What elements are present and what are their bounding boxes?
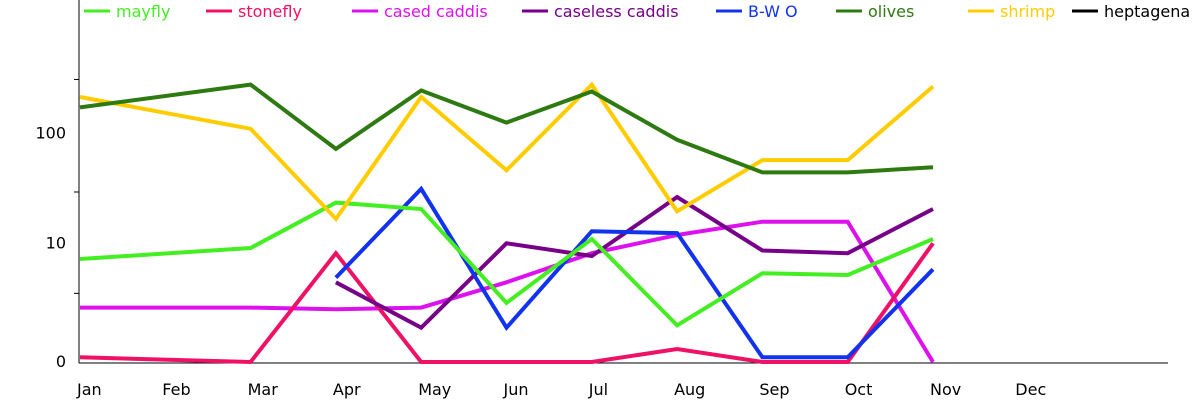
legend-label-stonefly: stonefly: [238, 2, 302, 21]
y-tick-label: 0: [56, 352, 66, 371]
x-tick-label: Aug: [674, 380, 705, 399]
x-ticks: Jan Feb Mar Apr May Jun Jul Aug Sep Oct Nov Dec: [76, 380, 1046, 399]
x-tick-label: Jul: [588, 380, 608, 399]
x-tick-label: Sep: [759, 380, 789, 399]
y-tick-label: 10: [46, 233, 66, 252]
x-tick-label: Jun: [503, 380, 529, 399]
series-line-stonefly: [79, 242, 935, 365]
x-tick-label: May: [418, 380, 451, 399]
series-line-caseless-caddis: [334, 194, 934, 331]
x-tick-label: Oct: [845, 380, 873, 399]
x-tick-label: Nov: [930, 380, 961, 399]
legend-label-mayfly: mayfly: [116, 2, 170, 21]
legend-label-shrimp: shrimp: [1000, 2, 1055, 21]
legend-label-b-w-o: B-W O: [748, 2, 798, 21]
legend-label-heptagena: heptagena: [1104, 2, 1190, 21]
legend-label-caseless-caddis: caseless caddis: [554, 2, 679, 21]
series-line-b-w-o: [334, 185, 935, 360]
x-tick-label: Dec: [1015, 380, 1046, 399]
x-tick-label: Feb: [162, 380, 190, 399]
x-tick-label: Mar: [248, 380, 279, 399]
series-line-olives: [79, 82, 934, 175]
axes: [74, 0, 1168, 364]
legend-label-cased-caddis: cased caddis: [384, 2, 488, 21]
legend: mayfly stonefly cased caddis caseless caddi…: [84, 2, 1190, 21]
x-tick-label: Apr: [333, 380, 361, 399]
y-ticks: 0 10 100: [35, 124, 66, 371]
y-tick-label: 100: [35, 124, 66, 143]
x-tick-label: Jan: [76, 380, 102, 399]
legend-label-olives: olives: [868, 2, 914, 21]
series-lines: [79, 81, 935, 365]
series-line-mayfly: [79, 200, 934, 328]
series-line-shrimp: [79, 81, 935, 223]
